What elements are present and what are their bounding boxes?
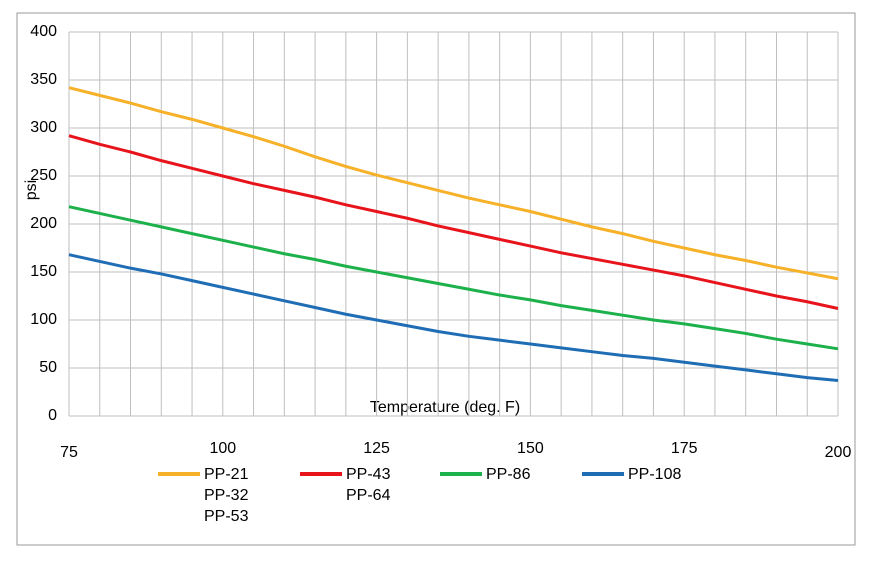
series-line <box>68 134 839 310</box>
legend-label: PP-108 <box>628 466 681 483</box>
series-line <box>68 86 839 281</box>
x-axis-label: Temperature (deg. F) <box>370 399 520 416</box>
x-tick-label: 200 <box>825 444 852 461</box>
x-tick-label: 150 <box>517 440 544 457</box>
y-tick-label: 100 <box>30 311 57 328</box>
legend-label: PP-86 <box>486 466 531 483</box>
legend-label: PP-43 <box>346 466 391 483</box>
x-tick-label: 175 <box>671 440 698 457</box>
legend-label: PP-21 <box>204 466 249 483</box>
y-tick-label: 350 <box>30 71 57 88</box>
series-line <box>68 205 839 351</box>
y-tick-label: 300 <box>30 119 57 136</box>
y-tick-label: 50 <box>39 359 57 376</box>
x-tick-label: 125 <box>363 440 390 457</box>
y-tick-label: 200 <box>30 215 57 232</box>
y-axis-label: psi <box>23 180 40 200</box>
legend-label: PP-64 <box>346 487 391 504</box>
x-tick-label: 75 <box>60 444 78 461</box>
grid <box>68 31 839 417</box>
series-line <box>68 253 839 382</box>
y-tick-label: 0 <box>48 407 57 424</box>
y-tick-label: 250 <box>30 167 57 184</box>
y-tick-label: 400 <box>30 23 57 40</box>
legend-label: PP-32 <box>204 487 249 504</box>
legend-label: PP-53 <box>204 508 249 525</box>
x-tick-label: 100 <box>209 440 236 457</box>
chart-border <box>16 12 856 546</box>
y-tick-label: 150 <box>30 263 57 280</box>
